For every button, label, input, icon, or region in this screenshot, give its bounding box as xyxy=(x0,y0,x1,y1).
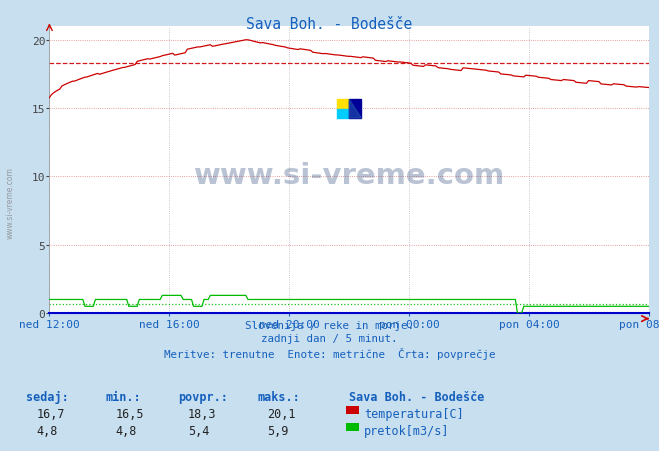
Text: 5,9: 5,9 xyxy=(267,424,288,437)
Text: maks.:: maks.: xyxy=(257,390,300,403)
Text: www.si-vreme.com: www.si-vreme.com xyxy=(5,167,14,239)
Text: temperatura[C]: temperatura[C] xyxy=(364,407,463,420)
Text: Sava Boh. - Bodešče: Sava Boh. - Bodešče xyxy=(349,390,484,403)
Bar xyxy=(337,100,349,110)
Text: 5,4: 5,4 xyxy=(188,424,209,437)
Text: 4,8: 4,8 xyxy=(36,424,57,437)
Text: 16,5: 16,5 xyxy=(115,407,144,420)
Text: Slovenija / reke in morje.: Slovenija / reke in morje. xyxy=(245,320,414,330)
Text: sedaj:: sedaj: xyxy=(26,390,69,403)
Bar xyxy=(349,100,361,119)
Bar xyxy=(337,110,349,119)
Text: Sava Boh. - Bodešče: Sava Boh. - Bodešče xyxy=(246,17,413,32)
Text: 4,8: 4,8 xyxy=(115,424,136,437)
Polygon shape xyxy=(349,100,361,119)
Text: 20,1: 20,1 xyxy=(267,407,295,420)
Text: min.:: min.: xyxy=(105,390,141,403)
Text: Meritve: trenutne  Enote: metrične  Črta: povprečje: Meritve: trenutne Enote: metrične Črta: … xyxy=(163,347,496,359)
Text: 18,3: 18,3 xyxy=(188,407,216,420)
Text: povpr.:: povpr.: xyxy=(178,390,228,403)
Text: pretok[m3/s]: pretok[m3/s] xyxy=(364,424,449,437)
Text: zadnji dan / 5 minut.: zadnji dan / 5 minut. xyxy=(261,334,398,344)
Text: www.si-vreme.com: www.si-vreme.com xyxy=(194,162,505,190)
Text: 16,7: 16,7 xyxy=(36,407,65,420)
